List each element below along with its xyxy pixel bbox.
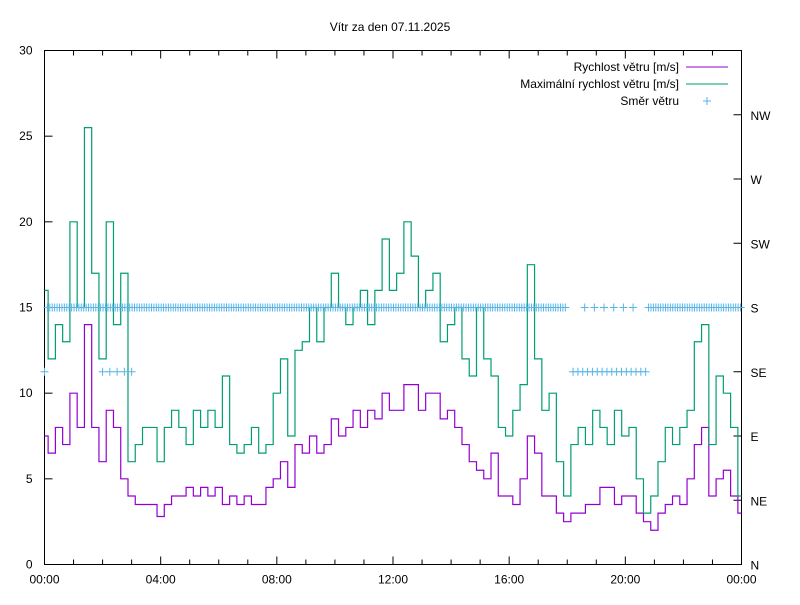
x-tick-label: 04:00 (146, 573, 176, 587)
direction-point (105, 367, 114, 376)
y-tick-label: 25 (19, 129, 33, 143)
y-tick-label: 30 (19, 44, 33, 58)
x-tick-label: 08:00 (262, 573, 292, 587)
speed-line (44, 324, 742, 531)
y-tick-label: 10 (19, 386, 33, 400)
y2-tick-label: W (751, 173, 763, 187)
direction-point (98, 367, 107, 376)
legend-label-max: Maximální rychlost větru [m/s] (520, 77, 679, 91)
legend-label-direction: Směr větru (620, 94, 679, 108)
y2-tick-label: SE (751, 366, 767, 380)
x-tick-label: 16:00 (494, 573, 524, 587)
legend: Rychlost větru [m/s] Maximální rychlost … (520, 60, 728, 108)
legend-swatch-direction (703, 97, 711, 105)
direction-point (113, 367, 122, 376)
x-tick-label: 12:00 (378, 573, 408, 587)
y2-tick-label: NW (751, 109, 772, 123)
y2-tick-label: S (751, 302, 759, 316)
y-tick-label: 15 (19, 301, 33, 315)
x-tick-label: 00:00 (726, 573, 756, 587)
direction-point (600, 303, 609, 312)
direction-point (580, 303, 589, 312)
max-speed-line (44, 127, 742, 514)
direction-point (40, 367, 49, 376)
direction-point (641, 367, 650, 376)
y2-tick-label: E (751, 430, 759, 444)
direction-point (561, 303, 570, 312)
y-tick-label: 0 (26, 558, 33, 572)
chart-title: Vítr za den 07.11.2025 (330, 20, 451, 34)
direction-point (127, 367, 136, 376)
y2-tick-label: N (751, 559, 760, 573)
direction-point (609, 303, 618, 312)
direction-point (590, 303, 599, 312)
legend-label-speed: Rychlost větru [m/s] (574, 60, 679, 74)
direction-point (629, 303, 638, 312)
direction-point (736, 303, 745, 312)
y2-tick-label: SW (751, 237, 771, 251)
direction-point (619, 303, 628, 312)
x-tick-label: 20:00 (610, 573, 640, 587)
y-tick-label: 5 (26, 472, 33, 486)
y2-tick-label: NE (751, 494, 768, 508)
y-tick-label: 20 (19, 215, 33, 229)
direction-point (120, 367, 129, 376)
x-tick-label: 00:00 (29, 573, 59, 587)
